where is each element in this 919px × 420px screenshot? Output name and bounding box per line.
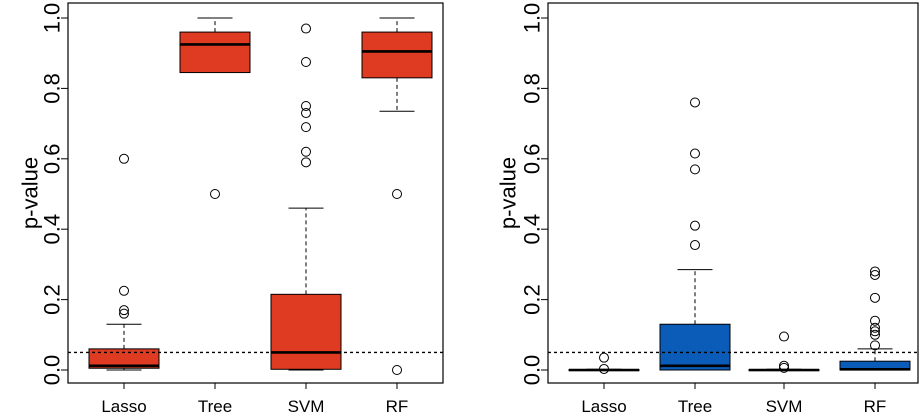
y-tick-label: 1.0: [520, 3, 545, 34]
x-tick-label: RF: [864, 397, 887, 416]
outlier-point: [392, 365, 402, 375]
outlier-point: [301, 146, 311, 157]
y-tick-label: 0.4: [40, 214, 65, 245]
outlier-point: [870, 292, 880, 303]
x-tick-label: Tree: [678, 397, 712, 416]
box-body: [361, 31, 433, 79]
box-tree: [659, 97, 731, 371]
outlier-point: [870, 326, 880, 337]
outlier-point: [870, 266, 880, 277]
outlier-point: [599, 363, 609, 374]
y-tick-label: 0.6: [40, 144, 65, 175]
box-svm: [748, 331, 820, 373]
y-tick-label: 0.8: [40, 73, 65, 104]
y-tick-label: 1.0: [40, 3, 65, 34]
box-body: [659, 323, 731, 371]
outlier-point: [119, 305, 129, 316]
outlier-point: [301, 23, 311, 34]
y-tick-label: 0.2: [520, 284, 545, 315]
outlier-point: [779, 331, 789, 342]
outlier-point: [301, 122, 311, 133]
outlier-point: [301, 108, 311, 119]
outlier-point: [119, 308, 129, 319]
outlier-point: [301, 101, 311, 111]
box-body: [179, 31, 251, 74]
box-lasso: [88, 153, 160, 371]
x-tick-label: Tree: [198, 397, 232, 416]
box-tree: [179, 17, 251, 199]
right-boxplot-panel: 0.0 0.2 0.4 0.6 0.8 1.0 p-value Lasso Tree SVM RF: [496, 2, 919, 416]
outlier-point: [870, 329, 880, 340]
outlier-point: [870, 322, 880, 333]
x-tick-label: SVM: [766, 397, 803, 416]
outlier-point: [301, 157, 311, 168]
outlier-point: [210, 189, 220, 199]
outlier-point: [870, 269, 880, 280]
x-tick-label: RF: [386, 397, 409, 416]
y-tick-label: 0.0: [520, 355, 545, 386]
outlier-point: [690, 240, 700, 251]
outlier-point: [392, 189, 402, 199]
outlier-point: [690, 148, 700, 159]
outlier-point: [779, 362, 789, 373]
x-tick-label: Lasso: [101, 397, 146, 416]
y-tick-label: 0.0: [40, 355, 65, 386]
box-rf: [839, 266, 911, 371]
outlier-point: [690, 164, 700, 175]
outlier-point: [119, 153, 129, 164]
y-tick-label: 0.2: [40, 284, 65, 315]
plot-frame: [67, 2, 444, 384]
box-svm: [270, 23, 342, 371]
outlier-point: [599, 352, 609, 363]
plot-frame: [547, 2, 919, 384]
outlier-point: [690, 220, 700, 231]
x-tick-label: Lasso: [581, 397, 626, 416]
box-body: [270, 293, 342, 370]
outlier-point: [870, 315, 880, 326]
y-tick-label: 0.6: [520, 144, 545, 175]
box-rf: [361, 17, 433, 375]
y-axis-title: p-value: [18, 157, 43, 229]
outlier-point: [690, 97, 700, 108]
left-boxplot-panel: 0.0 0.2 0.4 0.6 0.8 1.0 p-value Lasso Tree SVM RF: [18, 2, 444, 416]
y-tick-label: 0.8: [520, 73, 545, 104]
y-axis-title: p-value: [496, 157, 521, 229]
outlier-point: [119, 285, 129, 296]
box-body: [88, 348, 160, 369]
box-lasso: [568, 352, 640, 374]
outlier-point: [301, 57, 311, 67]
x-tick-label: SVM: [288, 397, 325, 416]
outlier-point: [870, 340, 880, 351]
y-tick-label: 0.4: [520, 214, 545, 245]
